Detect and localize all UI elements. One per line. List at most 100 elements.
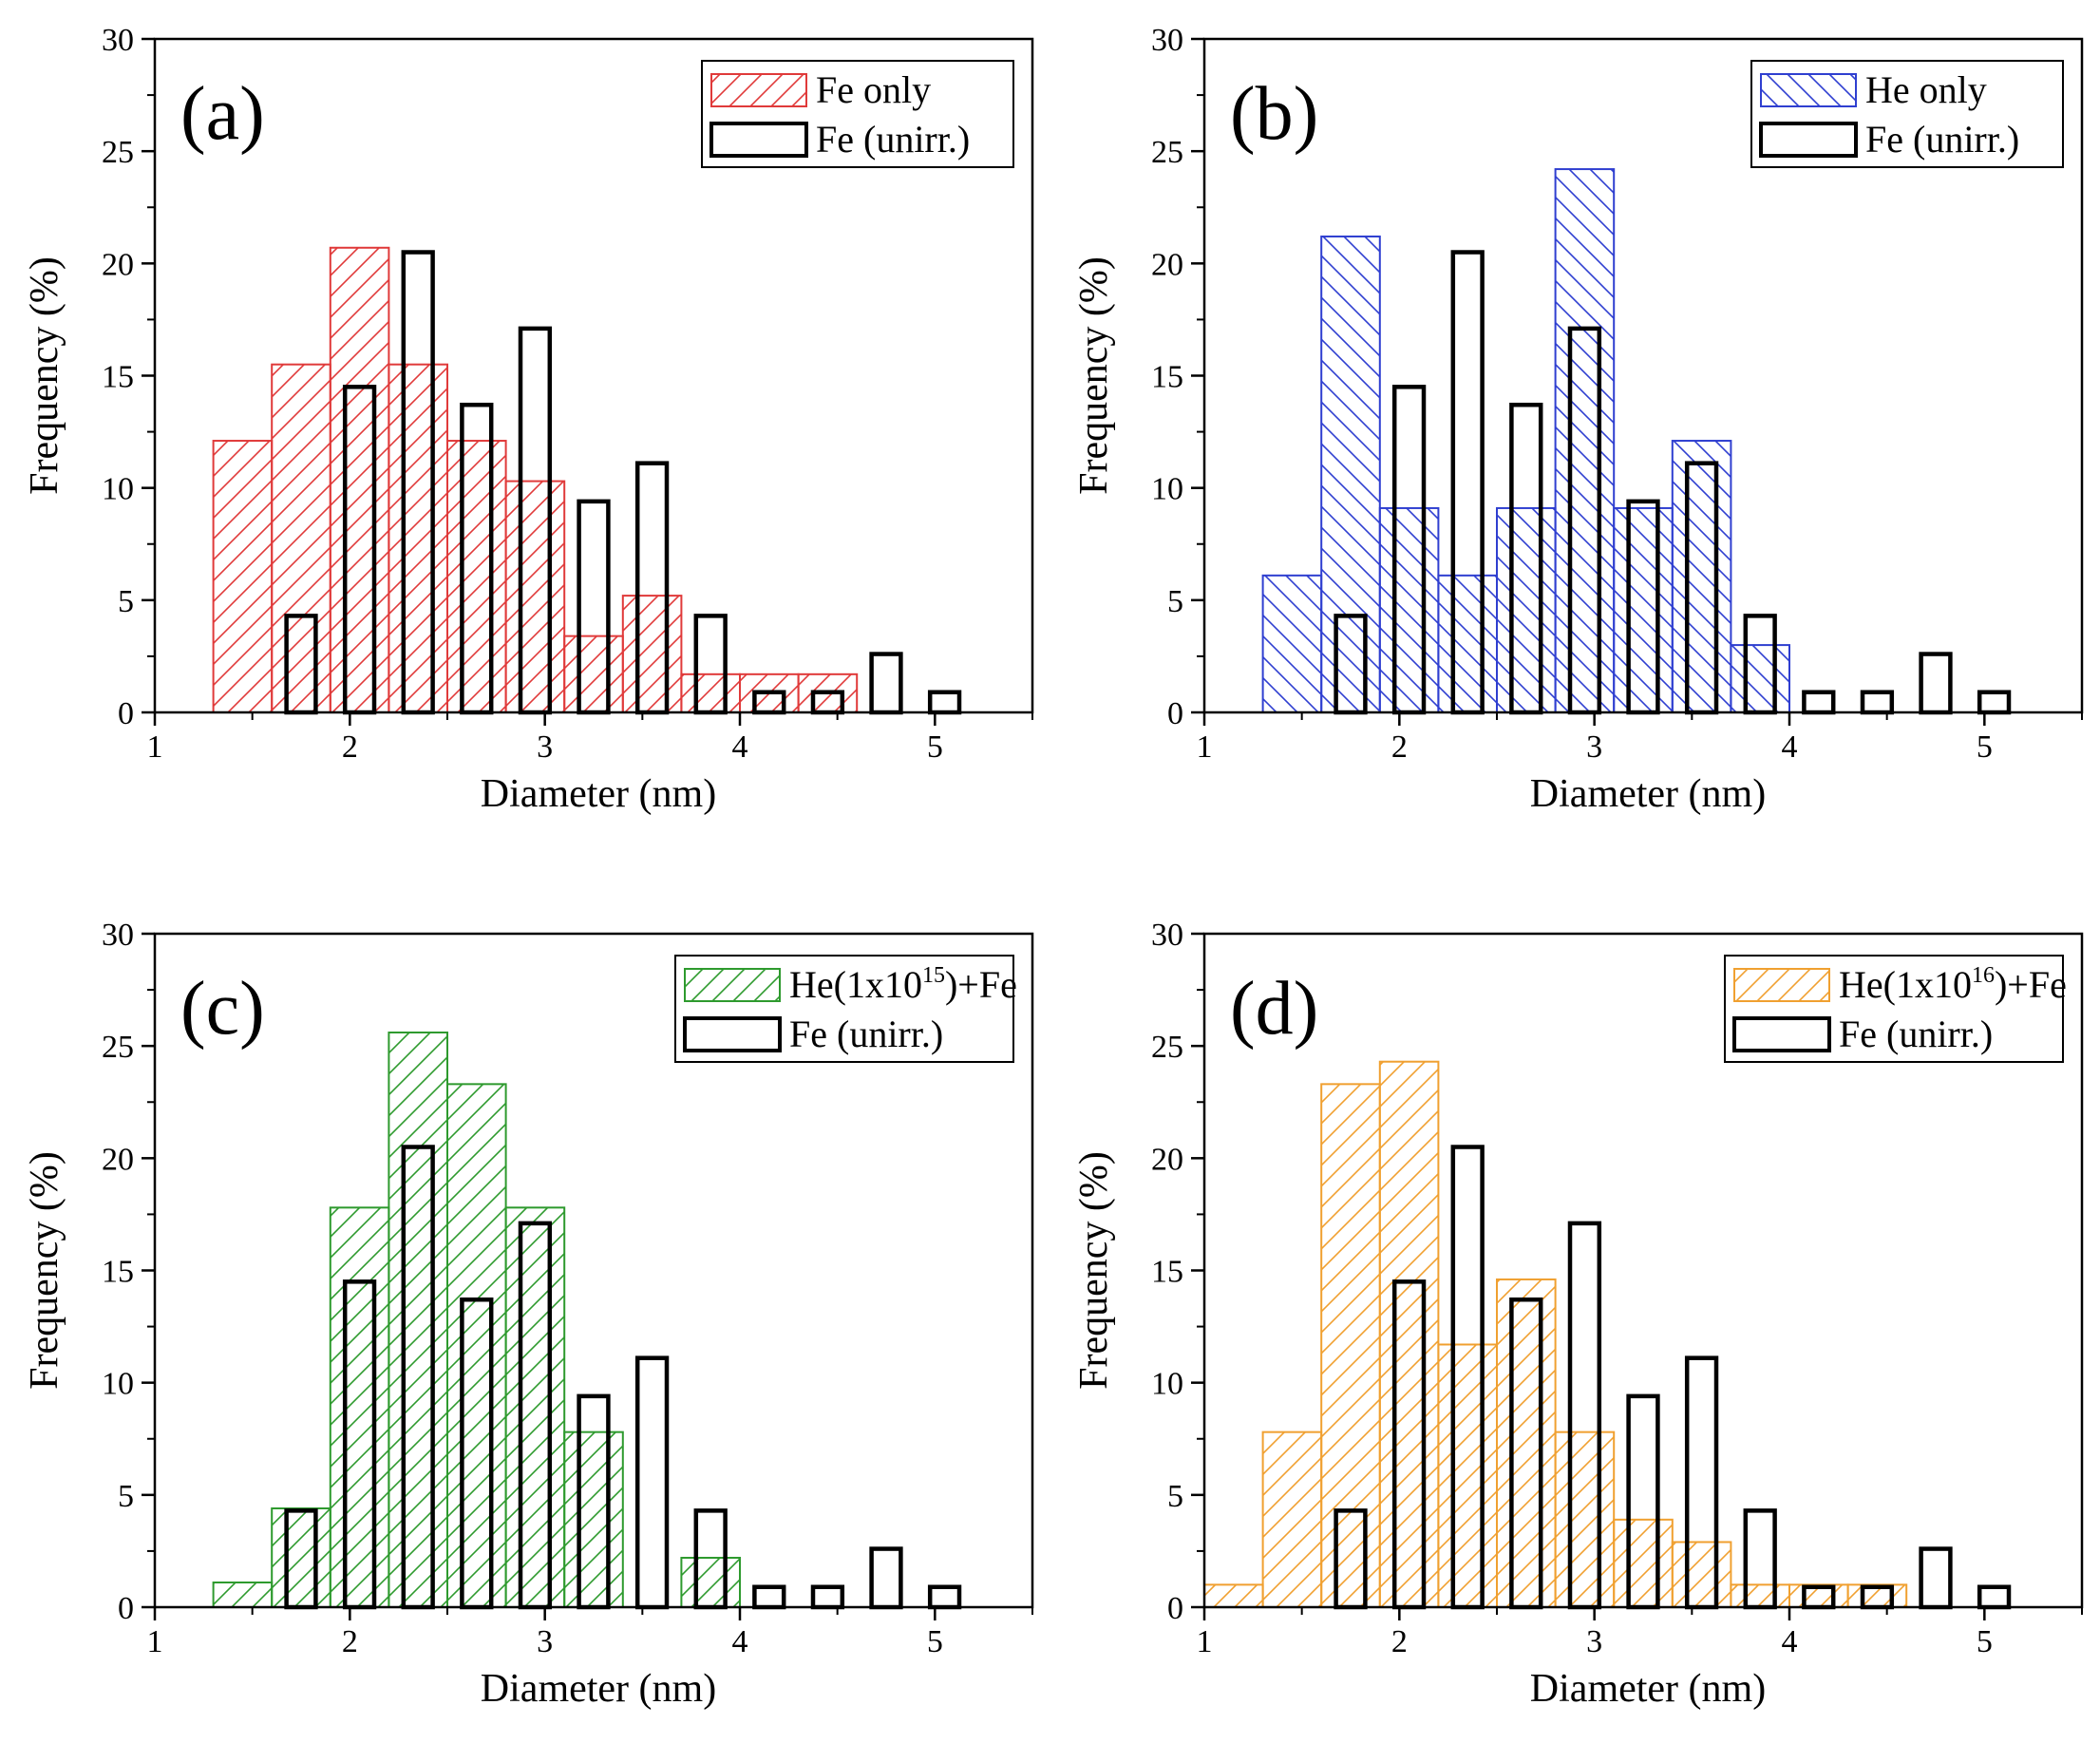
- legend-swatch: [683, 1016, 782, 1052]
- legend: Fe only Fe (unirr.): [701, 60, 1014, 168]
- bar: [680, 673, 742, 713]
- x-tick-label: 5: [927, 729, 943, 765]
- series-irradiated: [212, 1031, 742, 1609]
- y-tick-label: 0: [118, 1591, 134, 1626]
- bar: [1554, 168, 1616, 714]
- bar: [504, 1206, 566, 1608]
- x-tick-label: 5: [1977, 729, 1993, 765]
- x-tick-label: 1: [1197, 1624, 1213, 1659]
- legend: He only Fe (unirr.): [1750, 60, 2064, 168]
- legend: He(1x1015)+Fe Fe (unirr.): [674, 955, 1017, 1063]
- legend-entry-label: He only: [1865, 68, 1987, 111]
- y-tick-label: 30: [102, 23, 134, 58]
- bar: [504, 480, 566, 713]
- y-tick-label: 20: [102, 247, 134, 282]
- y-tick-label: 20: [102, 1142, 134, 1177]
- y-tick-label: 15: [102, 360, 134, 395]
- x-tick-label: 2: [1391, 729, 1408, 765]
- x-tick-label: 4: [1782, 1624, 1798, 1659]
- y-tick-label: 20: [1151, 1142, 1183, 1177]
- legend-entry-label: He(1x1015)+Fe: [789, 963, 1017, 1006]
- x-tick-label: 5: [927, 1624, 943, 1659]
- x-axis-label: Diameter (nm): [481, 1667, 716, 1711]
- bar: [1613, 506, 1674, 713]
- y-tick-label: 10: [102, 1367, 134, 1402]
- bar: [1671, 1541, 1732, 1609]
- legend-swatch: [684, 968, 781, 1002]
- y-axis-label: Frequency (%): [23, 1151, 66, 1390]
- panel-label: (b): [1230, 72, 1318, 156]
- series-irradiated: [212, 246, 859, 714]
- y-tick-label: 25: [1151, 1030, 1183, 1065]
- x-tick-label: 3: [537, 1624, 553, 1659]
- panel-label: (c): [180, 967, 265, 1051]
- bar: [212, 1582, 274, 1608]
- x-tick-label: 1: [1197, 729, 1213, 765]
- legend-entry-label: Fe (unirr.): [816, 118, 970, 161]
- legend: He(1x1016)+Fe Fe (unirr.): [1724, 955, 2067, 1063]
- x-tick-label: 1: [147, 729, 163, 765]
- legend-entry-label: Fe (unirr.): [1839, 1013, 1993, 1055]
- bar: [446, 440, 507, 713]
- y-axis-label: Frequency (%): [1072, 1151, 1116, 1390]
- legend-entry-label: Fe (unirr.): [789, 1013, 943, 1055]
- bar: [329, 246, 390, 713]
- legend-swatch: [710, 73, 807, 107]
- legend-entry-label: Fe only: [816, 68, 931, 111]
- series-irradiated: [1203, 1060, 1908, 1609]
- y-tick-label: 20: [1151, 247, 1183, 282]
- y-tick-label: 15: [1151, 1255, 1183, 1290]
- y-tick-label: 10: [1151, 1367, 1183, 1402]
- panel-a: 0 5 10 15 20 25 30 1 2 3 4 5 Diameter (nm) Frequency …: [23, 23, 1034, 816]
- bar: [1203, 1583, 1264, 1609]
- y-tick-label: 15: [1151, 360, 1183, 395]
- bar: [271, 363, 331, 713]
- y-tick-label: 15: [102, 1255, 134, 1290]
- x-tick-label: 1: [147, 1624, 163, 1659]
- x-tick-label: 2: [342, 729, 358, 765]
- panel-label: (a): [180, 72, 265, 156]
- y-tick-label: 25: [1151, 135, 1183, 170]
- bar: [563, 1430, 624, 1609]
- bar: [563, 635, 624, 713]
- legend-swatch: [1759, 122, 1858, 158]
- bar: [212, 440, 274, 713]
- panel-label: (d): [1230, 967, 1318, 1051]
- panel-c: 0 5 10 15 20 25 30 1 2 3 4 5 Diameter (nm) Frequency …: [23, 918, 1034, 1711]
- x-axis-label: Diameter (nm): [481, 772, 716, 816]
- y-tick-label: 25: [102, 135, 134, 170]
- bar: [1378, 1060, 1440, 1608]
- bar: [1378, 506, 1440, 713]
- x-tick-label: 3: [1586, 1624, 1602, 1659]
- x-tick-label: 2: [342, 1624, 358, 1659]
- bar: [388, 1031, 448, 1608]
- x-tick-label: 2: [1391, 1624, 1408, 1659]
- legend-entry-label: He(1x1016)+Fe: [1839, 963, 2067, 1006]
- bar: [329, 1206, 390, 1608]
- x-axis-label: Diameter (nm): [1530, 772, 1766, 816]
- bar: [1320, 1083, 1381, 1609]
- x-tick-label: 4: [1782, 729, 1798, 765]
- y-tick-label: 10: [102, 472, 134, 507]
- y-tick-label: 0: [1167, 696, 1183, 731]
- y-tick-label: 30: [102, 918, 134, 953]
- bar: [621, 595, 683, 714]
- x-axis-label: Diameter (nm): [1530, 1667, 1766, 1711]
- bar: [1320, 235, 1381, 713]
- panel-b: 0 5 10 15 20 25 30 1 2 3 4 5 Diameter (nm) Frequency …: [1072, 23, 2084, 816]
- bar: [271, 1507, 331, 1608]
- legend-swatch: [1733, 968, 1830, 1002]
- y-tick-label: 25: [102, 1030, 134, 1065]
- bar: [1496, 506, 1557, 713]
- y-tick-label: 5: [118, 584, 134, 619]
- bar: [1437, 574, 1499, 713]
- x-tick-label: 4: [732, 729, 748, 765]
- bar: [1437, 1343, 1499, 1608]
- series-irradiated: [1261, 168, 1791, 714]
- y-tick-label: 0: [1167, 1591, 1183, 1626]
- y-tick-label: 30: [1151, 918, 1183, 953]
- y-axis-label: Frequency (%): [23, 256, 66, 495]
- legend-swatch: [1760, 73, 1857, 107]
